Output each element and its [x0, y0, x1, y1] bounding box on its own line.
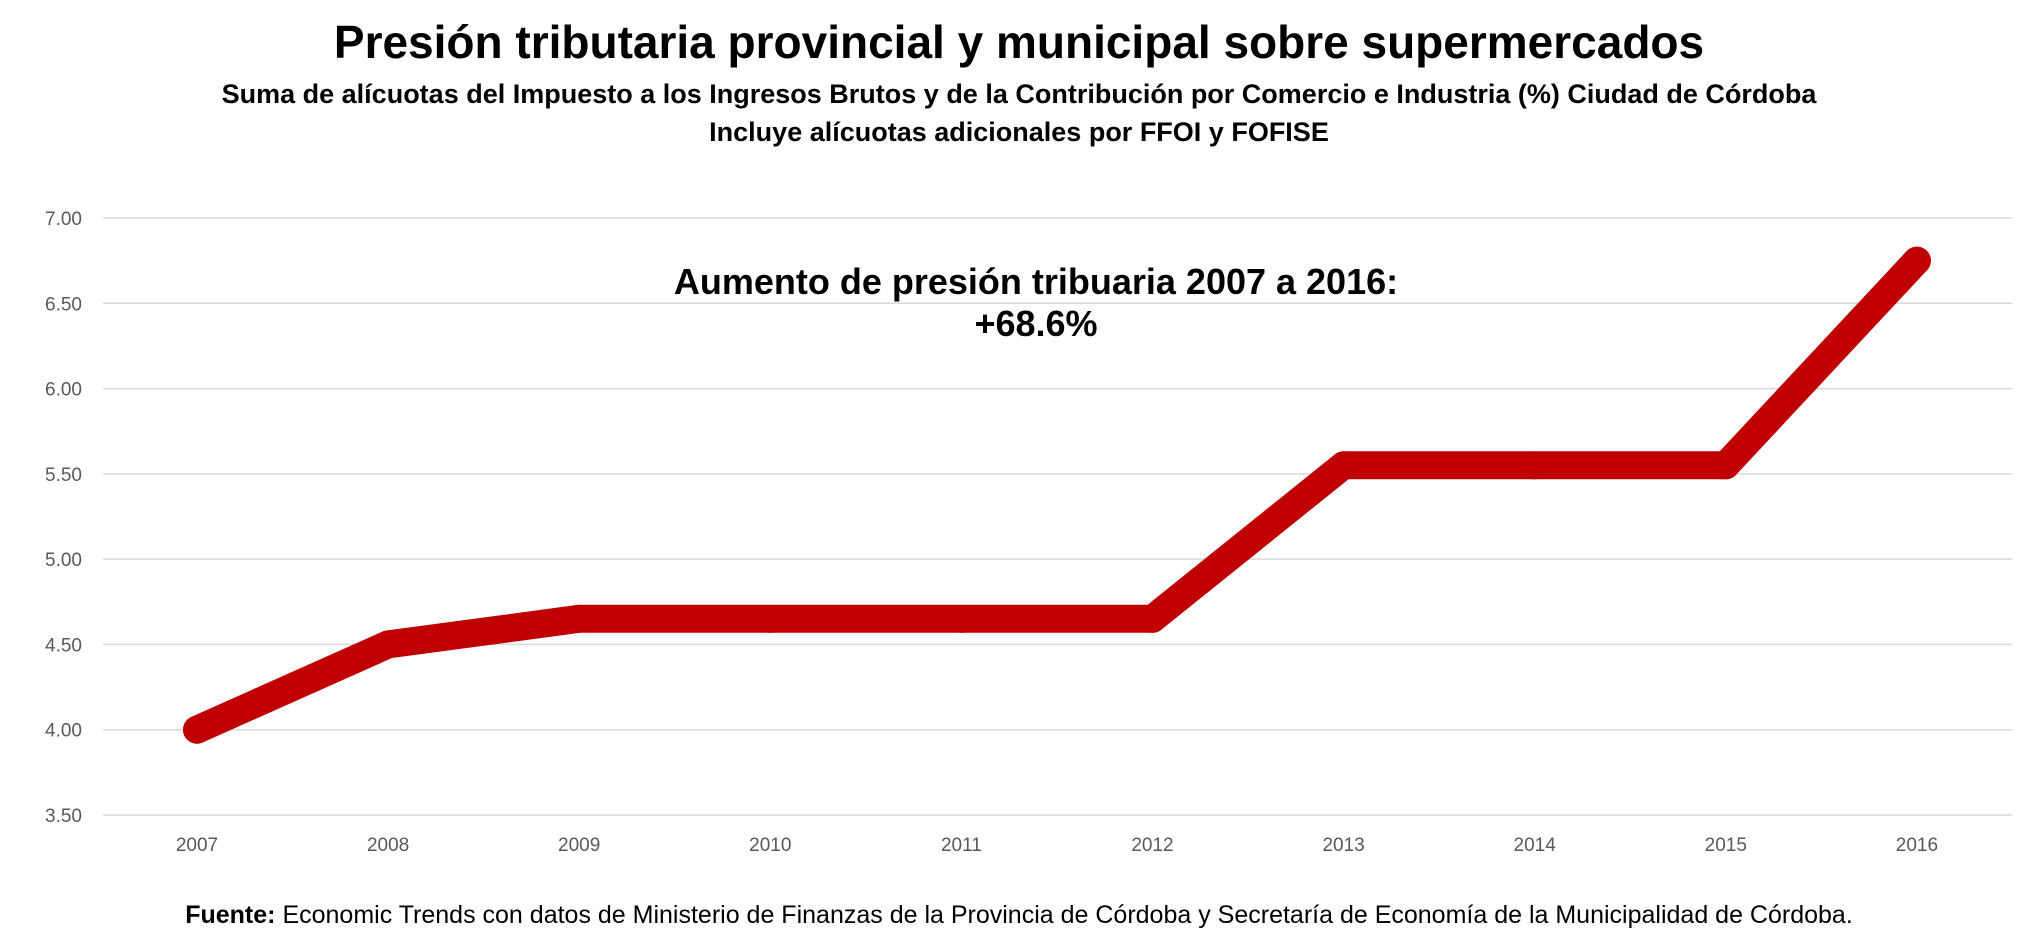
data-point — [565, 604, 594, 633]
y-tick-label: 7.00 — [45, 209, 82, 230]
x-tick-label: 2009 — [558, 835, 600, 856]
x-tick-label: 2013 — [1322, 835, 1364, 856]
chart-subtitle-line-1: Suma de alícuotas del Impuesto a los Ing… — [222, 79, 1818, 109]
y-tick-label: 5.50 — [45, 465, 82, 486]
data-point — [1138, 604, 1167, 633]
x-tick-label: 2007 — [176, 835, 218, 856]
chart-title: Presión tributaria provincial y municipa… — [334, 16, 1704, 68]
source-label: Fuente: — [185, 901, 275, 929]
x-tick-label: 2011 — [941, 835, 982, 856]
x-tick-label: 2010 — [749, 835, 791, 856]
annotation-line-2: +68.6% — [974, 303, 1097, 344]
source-note: Fuente: Economic Trends con datos de Min… — [185, 901, 1853, 929]
y-tick-label: 6.00 — [45, 380, 82, 401]
x-tick-label: 2012 — [1131, 835, 1173, 856]
y-tick-label: 3.50 — [45, 806, 82, 827]
data-point — [1520, 451, 1549, 480]
source-text: Economic Trends con datos de Ministerio … — [276, 901, 1853, 929]
x-tick-label: 2015 — [1705, 835, 1747, 856]
data-point — [183, 715, 211, 744]
data-point — [756, 604, 785, 633]
data-point — [1902, 246, 1931, 275]
chart-subtitle-line-2: Incluye alícuotas adicionales por FFOI y… — [709, 117, 1329, 147]
y-tick-label: 4.50 — [45, 635, 82, 656]
data-point — [1329, 451, 1358, 480]
y-axis-ticks: 3.50 4.00 4.50 5.00 5.50 6.00 6.50 7.00 — [45, 209, 82, 827]
y-tick-label: 5.00 — [45, 550, 82, 571]
annotation-line-1: Aumento de presión tribuaria 2007 a 2016… — [674, 261, 1398, 302]
data-point — [1711, 451, 1740, 480]
y-tick-label: 4.00 — [45, 721, 82, 742]
series-line — [183, 246, 1931, 744]
x-tick-label: 2008 — [367, 835, 409, 856]
data-point — [947, 604, 976, 633]
y-tick-label: 6.50 — [45, 294, 82, 315]
x-axis-ticks: 2007 2008 2009 2010 2011 2012 2013 2014 2015 2016 — [176, 835, 1938, 856]
series — [183, 246, 1931, 744]
data-point — [374, 630, 403, 659]
x-tick-label: 2014 — [1514, 835, 1557, 856]
x-tick-label: 2016 — [1896, 835, 1938, 856]
